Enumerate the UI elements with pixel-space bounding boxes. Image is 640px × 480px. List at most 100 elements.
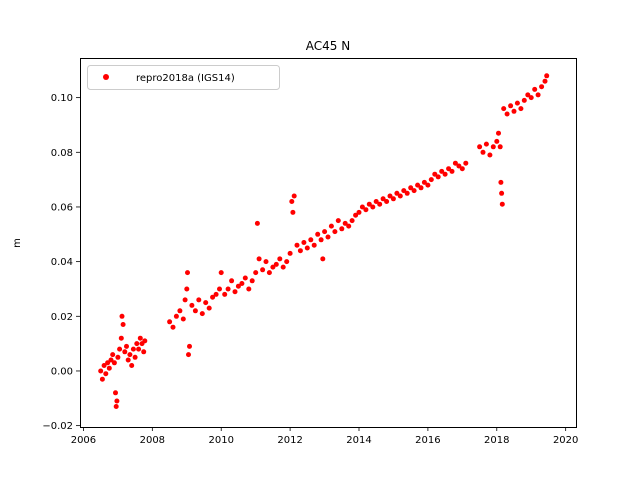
data-point (280, 264, 286, 270)
data-point (359, 204, 365, 210)
data-point (186, 352, 191, 358)
x-tick-label: 2012 (277, 435, 302, 446)
data-point (114, 398, 120, 404)
data-point (428, 177, 434, 183)
y-tick-label: 0.06 (51, 202, 73, 213)
data-point (521, 97, 527, 103)
data-point (203, 300, 209, 306)
data-point (459, 166, 465, 172)
data-point (532, 86, 538, 92)
data-point (129, 363, 135, 368)
y-tick-label: 0.02 (51, 312, 73, 323)
data-point (411, 188, 417, 194)
data-point (442, 171, 448, 177)
data-point (141, 349, 147, 355)
data-point (501, 106, 507, 112)
data-point (370, 204, 376, 210)
data-point (173, 313, 179, 319)
data-point (456, 163, 462, 169)
data-point (113, 404, 119, 409)
legend-box (87, 65, 280, 90)
data-point (111, 360, 117, 366)
x-tick-label: 2020 (553, 435, 578, 446)
data-point (132, 354, 138, 360)
data-point (483, 141, 489, 147)
data-point (180, 316, 186, 322)
y-tick-label: 0.00 (51, 366, 73, 377)
data-point (435, 174, 441, 180)
data-point (242, 275, 248, 281)
data-point (142, 338, 148, 344)
data-point (199, 311, 205, 317)
data-point (322, 229, 328, 235)
data-point (335, 218, 341, 224)
data-point (432, 171, 438, 177)
data-point (249, 278, 255, 284)
chart-title: AC45 N (306, 39, 350, 53)
data-point (113, 390, 118, 396)
data-point (177, 308, 183, 314)
data-point (539, 84, 545, 90)
data-point (332, 229, 338, 235)
data-point (384, 199, 390, 204)
data-point (294, 242, 300, 248)
data-point (289, 199, 295, 204)
x-tick-label: 2006 (71, 435, 96, 446)
data-point (415, 182, 421, 188)
data-point (518, 106, 524, 112)
data-point (273, 261, 279, 267)
data-point (463, 160, 469, 166)
data-point (499, 201, 505, 207)
x-tick-label: 2010 (208, 435, 233, 446)
data-point (394, 190, 400, 196)
data-point (254, 220, 260, 226)
data-point (120, 322, 126, 327)
data-point (366, 201, 372, 207)
data-point (542, 78, 548, 84)
data-point (390, 196, 396, 202)
data-point (137, 335, 143, 341)
data-point (504, 111, 510, 117)
data-point (291, 193, 297, 199)
data-point (353, 212, 359, 218)
data-point (308, 237, 314, 243)
data-point (218, 270, 224, 276)
data-point (297, 248, 303, 254)
data-point (222, 291, 228, 297)
data-point (103, 371, 109, 377)
data-point (182, 297, 188, 303)
data-point (535, 92, 541, 98)
data-point (118, 335, 124, 341)
data-point (508, 103, 514, 109)
x-tick-label: 2018 (484, 435, 509, 446)
data-point (106, 365, 112, 371)
data-point (122, 349, 128, 355)
data-point (117, 346, 123, 352)
data-point (217, 286, 222, 292)
data-point (277, 256, 283, 262)
data-point (498, 179, 504, 185)
data-point (270, 264, 276, 270)
data-point (260, 267, 266, 273)
x-tick-label: 2014 (346, 435, 371, 446)
data-point (206, 305, 212, 311)
y-tick-label: 0.10 (51, 93, 73, 104)
data-point (480, 149, 486, 155)
data-point (373, 199, 379, 204)
data-point (477, 144, 483, 150)
data-point (511, 108, 517, 114)
data-point (497, 144, 503, 150)
data-point (124, 343, 129, 349)
data-point (263, 259, 269, 265)
data-point (494, 138, 500, 144)
data-point (189, 302, 195, 308)
data-point (311, 242, 317, 248)
data-point (487, 152, 493, 158)
data-point (108, 357, 114, 363)
data-point (170, 324, 176, 330)
data-point (127, 352, 133, 358)
data-point (284, 259, 290, 265)
data-point (125, 357, 131, 363)
data-point (499, 190, 505, 196)
plot-points (98, 73, 550, 409)
